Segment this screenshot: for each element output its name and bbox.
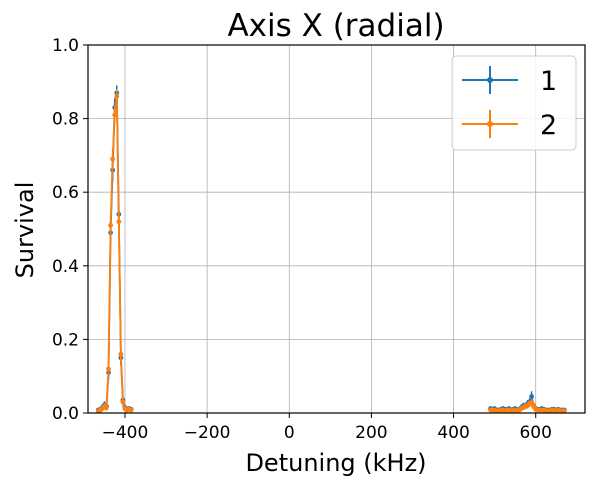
- data-point: [106, 366, 111, 372]
- data-point: [118, 351, 124, 357]
- y-tick-label: 1.0: [52, 36, 79, 56]
- data-point: [128, 407, 134, 413]
- data-point: [114, 94, 120, 99]
- y-tick-label: 0.4: [52, 257, 79, 277]
- data-point: [110, 156, 116, 162]
- legend-swatch-marker: [487, 77, 493, 83]
- y-tick-label: 0.6: [52, 183, 79, 203]
- data-point: [529, 394, 535, 399]
- y-axis-title: Survival: [11, 182, 39, 279]
- x-tick-label: 400: [437, 423, 469, 443]
- legend: 12: [451, 55, 577, 151]
- x-tick-label: 600: [519, 423, 551, 443]
- y-tick-label: 0.8: [52, 110, 79, 130]
- legend-label: 1: [540, 66, 557, 97]
- x-tick-label: 200: [355, 423, 387, 443]
- y-tick-label: 0.2: [52, 330, 79, 350]
- data-point: [112, 112, 118, 118]
- legend-swatch-marker: [487, 121, 493, 127]
- data-point: [116, 219, 122, 225]
- legend-box: [451, 55, 577, 151]
- x-axis-title: Detuning (kHz): [245, 449, 426, 477]
- data-point: [108, 222, 113, 228]
- x-tick-label: −400: [102, 423, 149, 443]
- x-tick-label: −200: [184, 423, 231, 443]
- chart-title: Axis X (radial): [227, 8, 444, 44]
- data-point: [529, 400, 535, 406]
- plot-frame: [87, 44, 586, 414]
- data-point: [104, 405, 109, 410]
- plot-series: [95, 85, 567, 414]
- legend-label: 2: [540, 110, 557, 141]
- data-point: [120, 399, 126, 405]
- axis-ticks: −400 −200 0 200 400 600 0.0 0.2 0.4 0.6 0.8 1.0: [52, 36, 552, 443]
- series-2: [95, 89, 567, 414]
- x-tick-label: 0: [284, 423, 295, 443]
- y-tick-label: 0.0: [52, 404, 79, 424]
- data-point: [562, 408, 567, 414]
